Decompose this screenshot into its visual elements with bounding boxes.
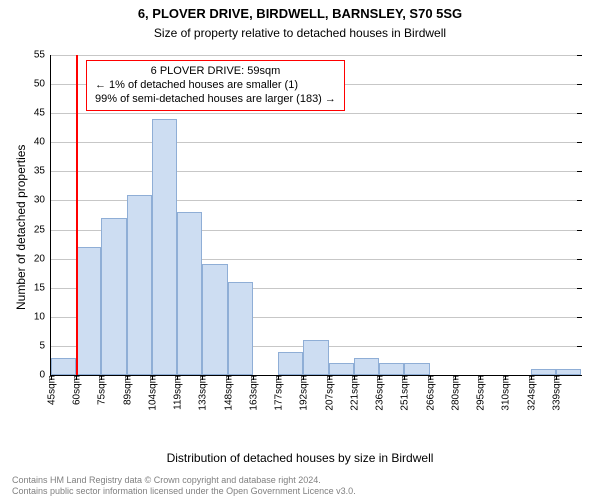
- footer-line-1: Contains HM Land Registry data © Crown c…: [12, 475, 356, 485]
- y-tick-label: 45: [34, 108, 51, 119]
- x-tick-label: 148sqm: [221, 375, 234, 411]
- y-tick-mark: [577, 288, 582, 289]
- x-tick-label: 339sqm: [549, 375, 562, 411]
- x-tick-label: 207sqm: [322, 375, 335, 411]
- histogram-bar: [404, 363, 429, 375]
- x-tick-label: 192sqm: [297, 375, 310, 411]
- x-tick-label: 163sqm: [246, 375, 259, 411]
- y-tick-label: 40: [34, 137, 51, 148]
- x-tick-label: 295sqm: [474, 375, 487, 411]
- histogram-bar: [379, 363, 404, 375]
- histogram-bar: [228, 282, 253, 375]
- x-tick-label: 133sqm: [196, 375, 209, 411]
- y-tick-mark: [577, 200, 582, 201]
- histogram-bar: [51, 358, 76, 375]
- annotation-line: 6 PLOVER DRIVE: 59sqm: [95, 65, 336, 79]
- x-tick-label: 104sqm: [145, 375, 158, 411]
- histogram-bar: [303, 340, 328, 375]
- gridline: [51, 113, 581, 114]
- y-tick-label: 30: [34, 195, 51, 206]
- histogram-bar: [177, 212, 202, 375]
- y-tick-label: 55: [34, 50, 51, 61]
- y-tick-mark: [577, 317, 582, 318]
- x-tick-label: 310sqm: [499, 375, 512, 411]
- histogram-bar: [101, 218, 126, 375]
- y-tick-label: 20: [34, 253, 51, 264]
- footer-attribution: Contains HM Land Registry data © Crown c…: [12, 475, 356, 496]
- annotation-line: 99% of semi-detached houses are larger (…: [95, 93, 336, 107]
- y-tick-label: 15: [34, 282, 51, 293]
- property-marker-line: [76, 55, 78, 375]
- histogram-bar: [354, 358, 379, 375]
- plot-area: 051015202530354045505545sqm60sqm75sqm89s…: [50, 55, 581, 376]
- x-axis-label: Distribution of detached houses by size …: [0, 451, 600, 465]
- annotation-line: ← 1% of detached houses are smaller (1): [95, 79, 336, 93]
- x-tick-label: 236sqm: [373, 375, 386, 411]
- x-tick-label: 177sqm: [272, 375, 285, 411]
- x-tick-label: 60sqm: [70, 375, 83, 405]
- y-tick-label: 35: [34, 166, 51, 177]
- y-tick-label: 5: [39, 340, 51, 351]
- x-tick-label: 45sqm: [45, 375, 58, 405]
- footer-line-2: Contains public sector information licen…: [12, 486, 356, 496]
- y-tick-mark: [577, 230, 582, 231]
- chart-title: 6, PLOVER DRIVE, BIRDWELL, BARNSLEY, S70…: [0, 6, 600, 21]
- y-tick-label: 25: [34, 224, 51, 235]
- histogram-bar: [152, 119, 177, 375]
- annotation-box: 6 PLOVER DRIVE: 59sqm← 1% of detached ho…: [86, 60, 345, 111]
- chart-subtitle: Size of property relative to detached ho…: [0, 26, 600, 40]
- histogram-bar: [278, 352, 303, 375]
- histogram-bar: [202, 264, 227, 375]
- y-tick-mark: [577, 113, 582, 114]
- y-tick-mark: [577, 375, 582, 376]
- gridline: [51, 171, 581, 172]
- x-tick-label: 280sqm: [448, 375, 461, 411]
- x-tick-label: 221sqm: [347, 375, 360, 411]
- chart-container: { "chart": { "type": "histogram", "title…: [0, 0, 600, 500]
- y-tick-label: 10: [34, 311, 51, 322]
- histogram-bar: [76, 247, 101, 375]
- y-tick-mark: [577, 259, 582, 260]
- y-tick-mark: [577, 171, 582, 172]
- y-tick-label: 50: [34, 79, 51, 90]
- x-tick-label: 251sqm: [398, 375, 411, 411]
- x-tick-label: 266sqm: [423, 375, 436, 411]
- x-tick-label: 75sqm: [95, 375, 108, 405]
- histogram-bar: [329, 363, 354, 375]
- x-tick-label: 89sqm: [120, 375, 133, 405]
- y-tick-mark: [577, 55, 582, 56]
- x-tick-label: 119sqm: [171, 375, 184, 410]
- gridline: [51, 55, 581, 56]
- y-axis-label: Number of detached properties: [14, 145, 28, 310]
- gridline: [51, 142, 581, 143]
- y-tick-mark: [577, 142, 582, 143]
- x-tick-label: 324sqm: [524, 375, 537, 411]
- y-tick-mark: [577, 346, 582, 347]
- histogram-bar: [127, 195, 152, 375]
- y-tick-mark: [577, 84, 582, 85]
